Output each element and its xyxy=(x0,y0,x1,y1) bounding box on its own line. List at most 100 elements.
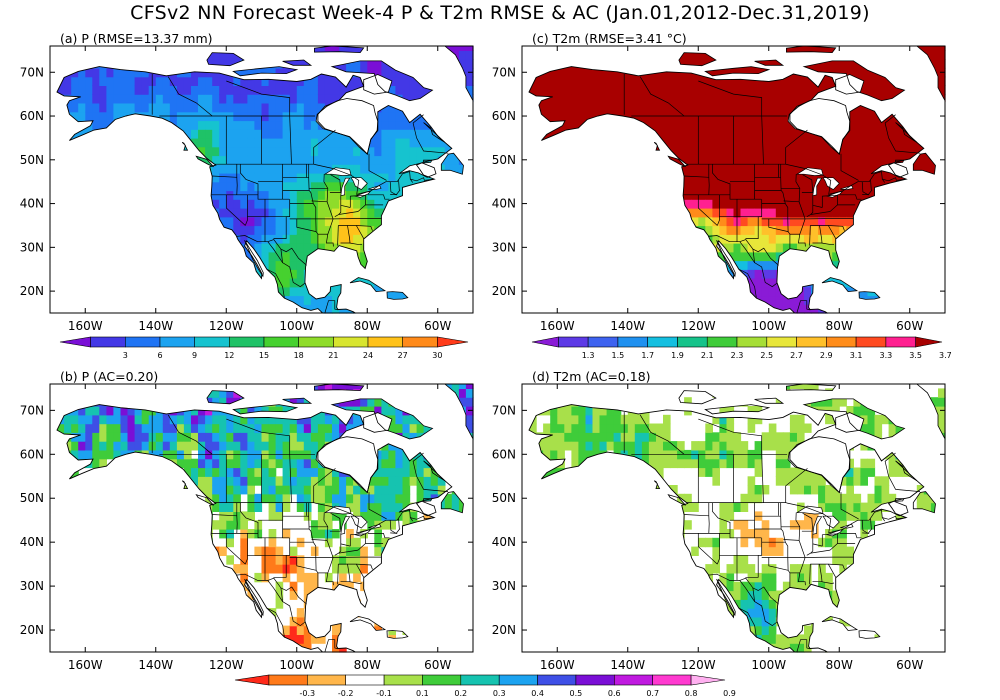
island xyxy=(895,159,905,164)
grid-cell xyxy=(733,67,742,78)
grid-cell xyxy=(219,120,227,130)
grid-cell xyxy=(775,164,784,174)
grid-cell xyxy=(176,102,185,113)
grid-cell xyxy=(557,76,565,86)
grid-cell xyxy=(261,129,270,139)
grid-cell xyxy=(656,76,664,86)
grid-cell xyxy=(268,555,277,565)
grid-cell xyxy=(85,432,93,442)
grid-cell xyxy=(219,164,227,174)
grid-cell xyxy=(310,634,319,644)
grid-cell xyxy=(289,190,298,200)
grid-cell xyxy=(648,94,657,104)
grid-cell xyxy=(684,102,692,113)
grid-cell xyxy=(183,129,192,139)
grid-cell xyxy=(332,225,340,235)
grid-cell xyxy=(804,243,812,253)
grid-cell xyxy=(670,76,678,86)
grid-cell xyxy=(571,120,579,130)
grid-cell xyxy=(691,155,699,165)
grid-cell xyxy=(797,181,805,192)
grid-cell xyxy=(240,102,248,113)
grid-cell xyxy=(360,199,368,209)
grid-cell xyxy=(212,414,220,425)
grid-cell xyxy=(303,581,312,592)
grid-cell xyxy=(747,85,756,95)
grid-cell xyxy=(648,76,657,86)
grid-cell xyxy=(839,146,847,157)
grid-cell xyxy=(247,225,255,235)
grid-cell xyxy=(754,146,763,157)
grid-cell xyxy=(324,225,333,235)
border-line xyxy=(712,164,762,200)
border-line xyxy=(768,218,789,232)
grid-cell xyxy=(846,216,854,227)
grid-cell xyxy=(656,120,664,130)
grid-cell xyxy=(240,155,248,165)
border-line xyxy=(684,164,710,178)
grid-cell xyxy=(740,146,749,157)
grid-cell xyxy=(747,129,756,139)
grid-cell xyxy=(740,181,749,192)
grid-cell xyxy=(860,164,868,174)
grid-cell xyxy=(641,111,650,122)
grid-cell xyxy=(240,181,248,192)
grid-cell xyxy=(381,67,390,78)
grid-cell xyxy=(78,111,86,122)
grid-cell xyxy=(712,146,720,157)
grid-cell xyxy=(804,216,812,227)
grid-cell xyxy=(571,76,579,86)
grid-cell xyxy=(233,493,241,504)
grid-cell xyxy=(310,476,319,486)
grid-cell xyxy=(916,46,925,51)
grid-cell xyxy=(324,572,333,583)
grid-cell xyxy=(451,155,460,165)
grid-cell xyxy=(825,225,833,235)
grid-cell xyxy=(205,476,213,486)
grid-cell xyxy=(120,432,129,442)
grid-cell xyxy=(529,85,537,95)
grid-cell xyxy=(289,243,298,253)
grid-cell xyxy=(353,537,361,548)
grid-cell xyxy=(106,94,114,104)
border-line xyxy=(323,174,334,247)
map-outlines-c xyxy=(528,46,945,313)
grid-cell xyxy=(219,511,227,521)
grid-cell xyxy=(240,467,248,477)
grid-cell xyxy=(310,111,319,122)
grid-cell xyxy=(360,155,368,165)
grid-cell xyxy=(289,564,298,574)
grid-cell xyxy=(99,76,107,86)
grid-cell xyxy=(198,432,206,442)
grid-cell xyxy=(346,564,354,574)
grid-cell xyxy=(254,476,263,486)
grid-cell xyxy=(310,216,319,227)
grid-cell xyxy=(191,414,199,425)
grid-cell xyxy=(818,199,826,209)
grid-cell xyxy=(254,572,263,583)
grid-cell xyxy=(155,111,164,122)
grid-cell xyxy=(768,59,777,69)
grid-cell xyxy=(275,546,284,556)
lon-label: 140W xyxy=(610,319,645,333)
grid-cell xyxy=(691,76,699,86)
grid-cell xyxy=(141,76,150,86)
grid-cell xyxy=(240,458,248,469)
grid-cell xyxy=(634,111,643,122)
grid-cell xyxy=(698,172,706,183)
grid-cell xyxy=(768,94,777,104)
grid-cell xyxy=(719,164,728,174)
border-line xyxy=(410,177,435,182)
grid-cell xyxy=(212,111,220,122)
border-line xyxy=(783,200,800,203)
grid-cell xyxy=(275,208,284,218)
grid-cell xyxy=(247,476,255,486)
grid-cell xyxy=(282,76,291,86)
grid-cell xyxy=(825,234,833,244)
grid-cell xyxy=(465,46,474,51)
grid-cell xyxy=(684,111,692,122)
grid-cell xyxy=(191,476,199,486)
grid-cell xyxy=(782,76,791,86)
grid-cell xyxy=(768,155,777,165)
grid-cell xyxy=(768,190,777,200)
